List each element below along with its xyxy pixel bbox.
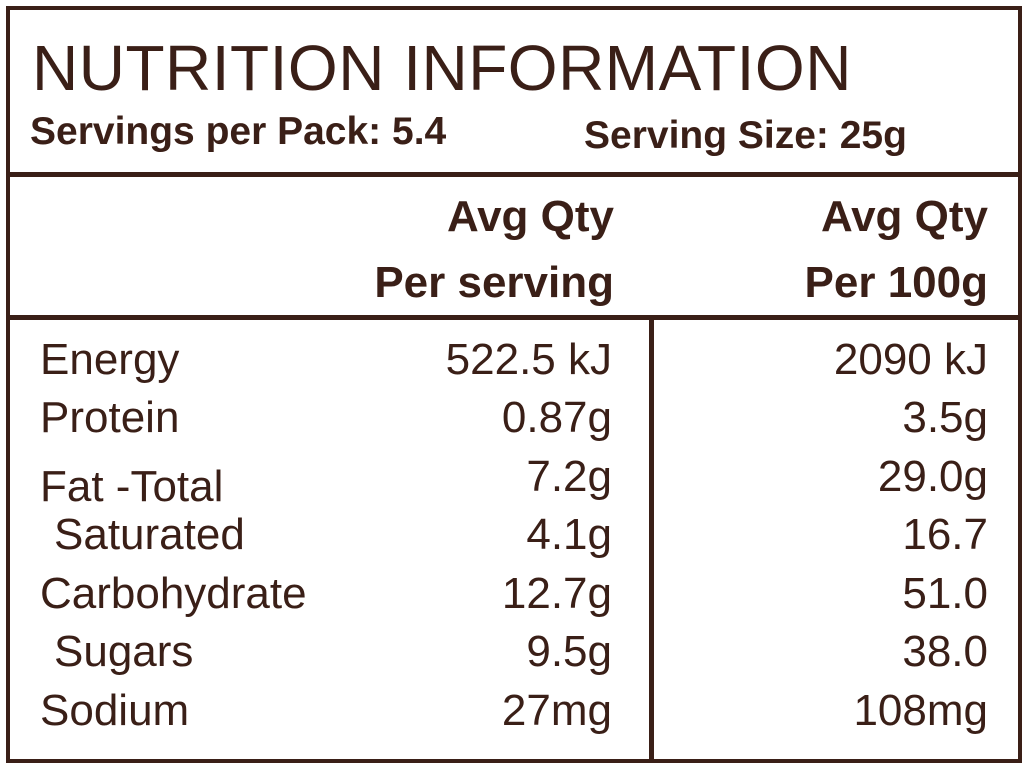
value-fat-total-per-serving: 7.2g xyxy=(526,452,612,501)
value-energy-per-100g: 2090 kJ xyxy=(833,335,988,384)
value-carbohydrate-per-serving: 12.7g xyxy=(501,569,612,618)
value-sugars-per-serving: 9.5g xyxy=(526,627,612,676)
value-fat-total-per-100g: 29.0g xyxy=(877,452,988,501)
row-label-fat-total: Fat -Total xyxy=(40,462,224,511)
row-label-carbohydrate: Carbohydrate xyxy=(40,569,307,618)
row-label-sugars: Sugars xyxy=(54,627,194,676)
column-header-line: Avg Qty xyxy=(820,192,988,241)
column-divider xyxy=(649,320,654,759)
value-saturated-per-serving: 4.1g xyxy=(526,510,612,559)
value-carbohydrate-per-100g: 51.0 xyxy=(902,569,988,618)
nutrition-panel: NUTRITION INFORMATION Servings per Pack:… xyxy=(6,6,1022,763)
column-header-line: Per serving xyxy=(374,258,614,307)
column-header-divider xyxy=(10,315,1018,320)
row-label-energy: Energy xyxy=(40,335,180,384)
column-header-line: Per 100g xyxy=(804,258,988,307)
value-protein-per-100g: 3.5g xyxy=(902,393,988,442)
row-label-protein: Protein xyxy=(40,393,180,442)
column-header-line: Avg Qty xyxy=(446,192,614,241)
value-sodium-per-100g: 108mg xyxy=(853,686,988,735)
row-label-sodium: Sodium xyxy=(40,686,190,735)
column-header-per-serving: Avg Qty Per serving xyxy=(374,184,614,316)
header-divider xyxy=(10,172,1018,177)
serving-size: Serving Size: 25g xyxy=(584,114,907,157)
value-sodium-per-serving: 27mg xyxy=(501,686,612,735)
value-sugars-per-100g: 38.0 xyxy=(902,627,988,676)
row-label-saturated: Saturated xyxy=(54,510,245,559)
value-saturated-per-100g: 16.7 xyxy=(902,510,988,559)
servings-per-pack: Servings per Pack: 5.4 xyxy=(30,110,447,153)
column-header-per-100g: Avg Qty Per 100g xyxy=(805,184,988,316)
value-protein-per-serving: 0.87g xyxy=(501,393,612,442)
panel-title: NUTRITION INFORMATION xyxy=(32,32,852,104)
value-energy-per-serving: 522.5 kJ xyxy=(445,335,612,384)
